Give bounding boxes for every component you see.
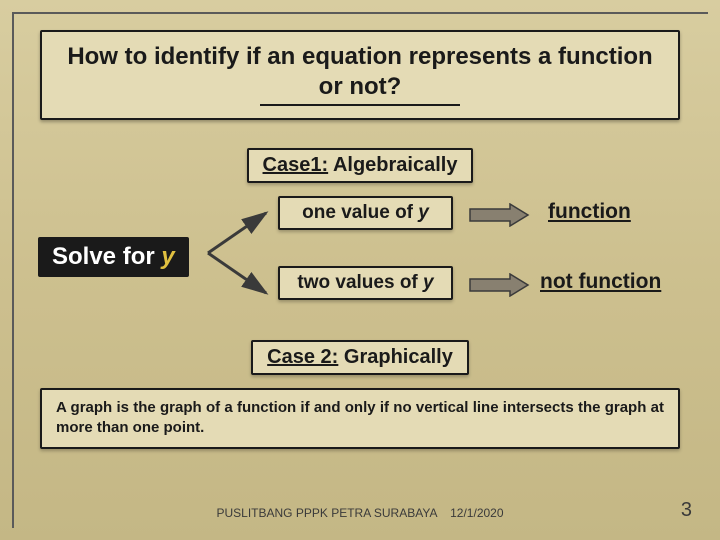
case1-box: Case1: Algebraically [247,148,474,183]
branch2-prefix: two values of [297,272,423,293]
arrow2-icon [468,273,533,297]
solve-var: y [161,243,174,270]
branch2-value-box: two values of y [278,266,453,300]
title-box: How to identify if an equation represent… [40,30,680,120]
footer: PUSLITBANG PPPK PETRA SURABAYA 12/1/2020 [0,506,720,520]
branch1-prefix: one value of [302,202,418,223]
case1-text: Algebraically [328,154,457,176]
branch1-var: y [418,202,429,223]
title-underline [260,104,460,106]
branch2-var: y [423,272,434,293]
page-number: 3 [681,499,692,522]
branch1-value-box: one value of y [278,196,453,230]
case1-container: Case1: Algebraically [0,148,720,183]
border-top [12,12,708,14]
graph-rule-box: A graph is the graph of a function if an… [40,388,680,449]
branch2-result: not function [540,270,661,294]
branch1-result: function [548,200,631,224]
case2-box: Case 2: Graphically [251,340,469,375]
case2-container: Case 2: Graphically [0,340,720,375]
branch-arrow-icon [206,201,276,305]
case1-label: Case1: [263,154,329,176]
case2-text: Graphically [338,346,453,368]
arrow1-icon [468,203,533,227]
case2-label: Case 2: [267,346,338,368]
footer-date: 12/1/2020 [450,506,503,520]
border-left [12,12,14,528]
solve-box: Solve for y [38,237,189,277]
footer-org: PUSLITBANG PPPK PETRA SURABAYA [216,506,436,520]
title-text: How to identify if an equation represent… [62,42,658,102]
solve-prefix: Solve for [52,243,161,270]
